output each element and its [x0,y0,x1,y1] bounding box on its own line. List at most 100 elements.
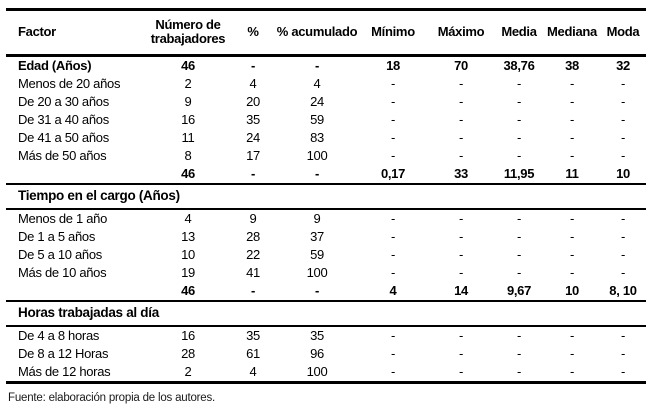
table-row: De 4 a 8 horas 16 35 35 - - - - - [6,326,646,345]
table-header: Factor Número de trabajadores%% acumulado… [6,9,646,57]
value-cell: - [390,148,396,164]
table-row: De 5 a 10 años 10 22 59 - - - - - [6,246,646,264]
value-cell: - [458,346,464,362]
factor-cell: De 5 a 10 años [18,247,102,263]
value-cell: 70 [454,58,468,74]
table-row: Más de 50 años 8 17 100 - - - - - [6,147,646,165]
table-row: De 8 a 12 Horas 28 61 96 - - - - - [6,345,646,363]
header-row: Factor Número de trabajadores%% acumulado… [6,9,646,57]
value-cell: 2 [184,76,192,92]
value-cell: - [458,130,464,146]
value-cell: 18 [386,58,400,74]
value-cell: - [620,112,626,128]
value-cell: 14 [454,283,468,299]
value-cell: - [250,58,256,74]
value-cell: 35 [246,328,260,344]
source-note: Fuente: elaboración propia de los autore… [8,392,216,404]
value-cell: - [516,130,522,146]
value-cell: - [620,229,626,245]
value-cell: 100 [306,364,328,380]
value-cell: 59 [310,247,324,263]
table-row: De 31 a 40 años 16 35 59 - - - - - [6,111,646,129]
value-cell: - [458,229,464,245]
value-cell: - [314,283,320,299]
factor-cell [6,282,146,301]
value-cell: - [516,364,522,380]
value-cell: 11 [565,166,579,182]
value-cell: - [516,211,522,227]
value-cell: - [620,265,626,281]
value-cell: 37 [310,229,324,245]
value-cell: - [620,148,626,164]
value-cell: - [390,364,396,380]
value-cell: - [620,76,626,92]
value-cell: 46 [181,283,195,299]
value-cell: - [314,58,320,74]
value-cell: - [569,247,575,263]
value-cell: 46 [181,166,195,182]
factor-cell: Más de 50 años [18,148,107,164]
value-cell: 20 [246,94,260,110]
value-cell: - [458,211,464,227]
value-cell: 59 [310,112,324,128]
column-header: Factor [6,9,146,57]
value-cell: - [314,166,320,182]
value-cell: 19 [181,265,195,281]
factor-cell: Edad (Años) [18,58,92,74]
value-cell: - [390,247,396,263]
value-cell: - [569,76,575,92]
value-cell: 11 [181,130,195,146]
value-cell: - [390,229,396,245]
value-cell: - [516,112,522,128]
section-title: Horas trabajadas al día [6,300,646,327]
value-cell: - [250,166,256,182]
value-cell: - [569,130,575,146]
factor-cell: De 1 a 5 años [18,229,96,245]
value-cell: - [516,229,522,245]
column-header: Moda [600,9,646,57]
factor-cell: Menos de 1 año [18,211,108,227]
column-header: % acumulado [276,9,358,57]
value-cell: 17 [246,148,260,164]
value-cell: - [516,76,522,92]
value-cell: - [458,265,464,281]
value-cell: 28 [181,346,195,362]
value-cell: 4 [313,76,321,92]
column-header: Media [494,9,544,57]
table-body: Edad (Años) 46- -18 70 38,76 38 32 Menos de 20 … [6,56,646,383]
value-cell: - [569,346,575,362]
factor-cell: Más de 10 años [18,265,107,281]
value-cell: 4 [249,364,257,380]
value-cell: - [458,76,464,92]
value-cell: 100 [306,148,328,164]
factor-cell: De 31 a 40 años [18,112,109,128]
table-row: De 20 a 30 años 9 20 24 - - - - - [6,93,646,111]
value-cell: 38,76 [503,58,535,74]
value-cell: 28 [246,229,260,245]
factor-cell: De 4 a 8 horas [18,328,100,344]
value-cell: - [250,283,256,299]
factor-cell: De 8 a 12 Horas [18,346,109,362]
value-cell: 32 [616,58,630,74]
value-cell: 61 [246,346,260,362]
value-cell: - [458,328,464,344]
value-cell: - [516,328,522,344]
column-header: Máximo [428,9,494,57]
value-cell: - [458,94,464,110]
value-cell: - [390,76,396,92]
table-row: 46 - - 4 14 9,67 10 8, 10 [6,282,646,301]
value-cell: 4 [249,76,257,92]
value-cell: - [620,328,626,344]
value-cell: - [458,364,464,380]
value-cell: - [569,148,575,164]
factor-cell: De 20 a 30 años [18,94,109,110]
value-cell: 96 [310,346,324,362]
value-cell: - [569,229,575,245]
value-cell: 8, 10 [609,283,637,299]
value-cell: - [620,94,626,110]
value-cell: 41 [246,265,260,281]
column-header: Número de trabajadores [146,9,230,57]
value-cell: - [569,112,575,128]
value-cell: 4 [389,283,397,299]
value-cell: - [620,247,626,263]
